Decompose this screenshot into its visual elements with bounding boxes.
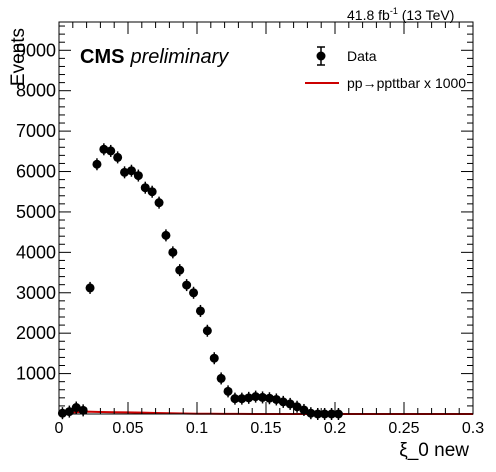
data-point-marker	[244, 393, 254, 403]
data-point	[175, 264, 185, 277]
y-axis-title: Events	[8, 28, 29, 86]
data-point-marker	[126, 166, 136, 176]
lumi-label: 41.8 fb-1 (13 TeV)	[347, 6, 454, 23]
data-point	[292, 400, 302, 413]
data-point-marker	[278, 397, 288, 407]
data-point-marker	[71, 403, 81, 413]
data-point	[278, 395, 288, 408]
data-point	[223, 385, 233, 398]
data-point-marker	[182, 280, 192, 290]
data-point-marker	[113, 152, 123, 162]
data-point	[113, 151, 123, 164]
x-tick-label: 0.2	[324, 420, 346, 437]
data-point	[99, 143, 109, 156]
data-point-marker	[216, 373, 226, 383]
x-tick-label: 0.15	[250, 420, 281, 437]
x-tick-label: 0.3	[462, 420, 484, 437]
y-tick-label: 1000	[16, 364, 56, 384]
data-point-marker	[230, 394, 240, 404]
y-tick-label: 2000	[16, 323, 56, 343]
data-point-marker	[209, 353, 219, 363]
data-point	[168, 246, 178, 259]
data-point-marker	[168, 247, 178, 257]
data-point-marker	[78, 405, 88, 415]
data-point-marker	[195, 306, 205, 316]
data-point-marker	[140, 183, 150, 193]
y-tick-label: 8000	[16, 81, 56, 101]
data-point	[306, 407, 316, 420]
data-point-marker	[202, 326, 212, 336]
data-point	[209, 352, 219, 365]
data-point	[161, 229, 171, 242]
data-point	[133, 169, 143, 182]
y-tick-label: 5000	[16, 202, 56, 222]
data-point	[120, 166, 130, 179]
data-point-marker	[189, 288, 199, 298]
data-point-marker	[154, 198, 164, 208]
legend-signal-label: pp→ppttbar x 1000	[347, 75, 466, 91]
data-point-marker	[99, 144, 109, 154]
data-point-marker	[292, 402, 302, 412]
data-point	[230, 392, 240, 405]
data-point-marker	[85, 283, 95, 293]
data-point	[154, 196, 164, 209]
x-axis-title: ξ_0 new	[399, 440, 469, 461]
data-point-marker	[285, 399, 295, 409]
data-point-marker	[223, 386, 233, 396]
data-point-marker	[161, 230, 171, 240]
x-tick-label: 0.1	[186, 420, 208, 437]
data-point	[106, 144, 116, 157]
y-tick-label: 6000	[16, 162, 56, 182]
axes: 0 0.05 0.1 0.15 0.2 0.25 0.3 1000 2000 3000 4000 50…	[16, 22, 484, 437]
data-point-marker	[106, 146, 116, 156]
data-point-marker	[92, 159, 102, 169]
data-point	[126, 164, 136, 177]
data-point-marker	[258, 392, 268, 402]
y-tick-label: 7000	[16, 121, 56, 141]
data-point	[195, 304, 205, 317]
data-point	[216, 372, 226, 385]
data-point	[57, 407, 67, 420]
data-point	[147, 185, 157, 198]
data-point-marker	[299, 405, 309, 415]
data-point-marker	[306, 408, 316, 418]
plot-area	[57, 143, 473, 420]
data-point	[182, 279, 192, 292]
data-point	[251, 390, 261, 403]
data-point-marker	[237, 394, 247, 404]
data-point	[202, 324, 212, 337]
data-point	[258, 391, 268, 404]
data-point-marker	[133, 171, 143, 181]
data-point-marker	[57, 408, 67, 418]
x-tick-label: 0.25	[388, 420, 419, 437]
data-point	[271, 393, 281, 406]
x-tick-label: 0.05	[112, 420, 143, 437]
data-point	[71, 401, 81, 414]
data-point	[237, 392, 247, 405]
data-point-marker	[175, 265, 185, 275]
data-point	[264, 392, 274, 405]
data-point-marker	[120, 167, 130, 177]
data-point	[189, 286, 199, 299]
data-point	[140, 181, 150, 194]
legend-data-marker	[316, 46, 326, 66]
experiment-label: CMS preliminary	[80, 46, 229, 68]
y-tick-label: 4000	[16, 242, 56, 262]
legend: Data pp→ppttbar x 1000	[305, 46, 466, 91]
data-point	[285, 397, 295, 410]
data-point	[244, 391, 254, 404]
data-point	[85, 281, 95, 294]
data-point-marker	[251, 392, 261, 402]
data-point-marker	[264, 393, 274, 403]
y-tick-label: 9000	[16, 40, 56, 60]
legend-data-label: Data	[347, 48, 377, 64]
y-tick-label: 3000	[16, 283, 56, 303]
data-point	[92, 158, 102, 171]
x-tick-label: 0	[55, 420, 64, 437]
data-point-marker	[271, 394, 281, 404]
data-point-marker	[147, 187, 157, 197]
